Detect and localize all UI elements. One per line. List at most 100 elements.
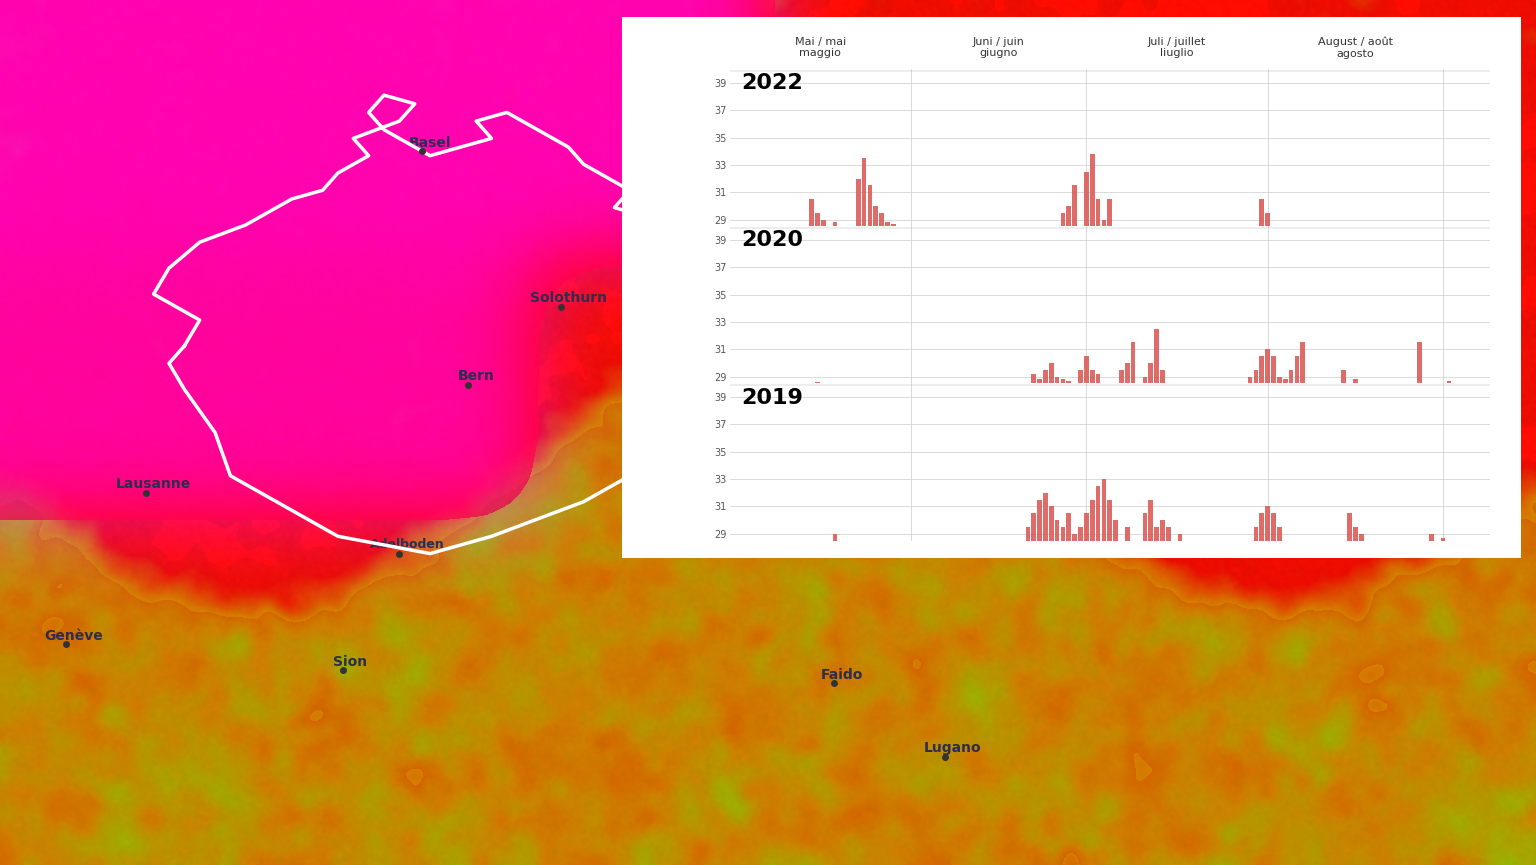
Bar bbox=[1061, 527, 1066, 541]
Bar bbox=[1124, 363, 1129, 383]
Bar bbox=[1124, 527, 1129, 541]
Text: August / août
agosto: August / août agosto bbox=[1318, 36, 1393, 59]
Bar bbox=[1072, 534, 1077, 541]
Bar bbox=[891, 224, 895, 227]
Bar bbox=[1107, 199, 1112, 227]
Bar bbox=[1091, 370, 1095, 383]
Bar bbox=[1120, 370, 1124, 383]
Bar bbox=[1049, 507, 1054, 541]
Bar bbox=[1130, 343, 1135, 383]
Bar bbox=[1101, 220, 1106, 227]
Bar bbox=[1037, 380, 1041, 383]
Bar bbox=[1084, 171, 1089, 227]
Bar bbox=[1253, 370, 1258, 383]
Bar bbox=[1260, 199, 1264, 227]
Bar bbox=[1095, 199, 1100, 227]
Bar bbox=[1114, 520, 1118, 541]
Text: Sion: Sion bbox=[333, 655, 367, 669]
Bar bbox=[1166, 527, 1170, 541]
Bar bbox=[833, 222, 837, 227]
Bar bbox=[1061, 213, 1066, 227]
Bar bbox=[1260, 356, 1264, 383]
Bar bbox=[1026, 527, 1031, 541]
Bar bbox=[1101, 479, 1106, 541]
Bar bbox=[1272, 356, 1276, 383]
Bar bbox=[1055, 520, 1060, 541]
Bar bbox=[816, 213, 820, 227]
Bar bbox=[1061, 380, 1066, 383]
Bar bbox=[874, 206, 879, 227]
Bar bbox=[1084, 513, 1089, 541]
Bar bbox=[1253, 527, 1258, 541]
Bar bbox=[1295, 356, 1299, 383]
Bar bbox=[1347, 513, 1352, 541]
Bar bbox=[1078, 527, 1083, 541]
Text: Bern: Bern bbox=[458, 369, 495, 383]
Bar bbox=[1418, 343, 1422, 383]
Bar bbox=[1247, 376, 1252, 383]
Bar bbox=[1149, 500, 1154, 541]
Bar bbox=[1043, 493, 1048, 541]
Bar bbox=[1154, 329, 1158, 383]
Text: 2022: 2022 bbox=[742, 74, 803, 93]
Bar bbox=[1107, 500, 1112, 541]
Bar bbox=[1301, 343, 1306, 383]
Text: St.Moritz: St.Moritz bbox=[1255, 529, 1326, 543]
Bar bbox=[1043, 370, 1048, 383]
Bar bbox=[1143, 376, 1147, 383]
Bar bbox=[885, 222, 889, 227]
Bar bbox=[1260, 513, 1264, 541]
Bar bbox=[1143, 513, 1147, 541]
Text: Genève: Genève bbox=[45, 629, 103, 643]
Text: Juni / juin
giugno: Juni / juin giugno bbox=[972, 37, 1025, 58]
Bar bbox=[1066, 513, 1071, 541]
Bar bbox=[1276, 376, 1281, 383]
Text: Faido: Faido bbox=[820, 668, 863, 682]
Bar bbox=[1353, 527, 1358, 541]
Bar bbox=[809, 199, 814, 227]
Text: Adelboden: Adelboden bbox=[370, 538, 444, 552]
Bar bbox=[1272, 513, 1276, 541]
Bar bbox=[1149, 363, 1154, 383]
Bar bbox=[1428, 534, 1433, 541]
Bar bbox=[1160, 370, 1164, 383]
Bar bbox=[820, 220, 825, 227]
Text: Juli / juillet
liuglio: Juli / juillet liuglio bbox=[1147, 37, 1206, 58]
Bar bbox=[1091, 500, 1095, 541]
Bar bbox=[1091, 154, 1095, 227]
Bar bbox=[1031, 513, 1037, 541]
Bar bbox=[879, 213, 885, 227]
Text: Solothurn: Solothurn bbox=[530, 292, 607, 305]
Bar bbox=[1289, 370, 1293, 383]
Bar bbox=[1078, 370, 1083, 383]
Bar bbox=[1066, 381, 1071, 383]
Bar bbox=[1084, 356, 1089, 383]
Text: 2019: 2019 bbox=[742, 388, 803, 407]
Bar bbox=[1359, 534, 1364, 541]
Bar bbox=[833, 534, 837, 541]
Bar bbox=[856, 178, 860, 227]
Bar bbox=[868, 185, 872, 227]
Bar bbox=[1160, 520, 1164, 541]
Bar bbox=[1095, 374, 1100, 383]
Text: Mai / mai
maggio: Mai / mai maggio bbox=[794, 37, 846, 58]
Bar bbox=[1154, 527, 1158, 541]
Bar bbox=[1049, 363, 1054, 383]
Bar bbox=[1266, 507, 1270, 541]
Bar bbox=[1066, 206, 1071, 227]
Bar bbox=[1178, 534, 1183, 541]
Bar bbox=[1266, 213, 1270, 227]
Bar bbox=[1353, 380, 1358, 383]
Text: Basel: Basel bbox=[409, 136, 452, 150]
Bar bbox=[1276, 527, 1281, 541]
Bar bbox=[1441, 538, 1445, 541]
Bar bbox=[816, 382, 820, 383]
Bar bbox=[1095, 486, 1100, 541]
Bar bbox=[1341, 370, 1346, 383]
Bar bbox=[1072, 185, 1077, 227]
Text: Schaffhausen: Schaffhausen bbox=[978, 21, 1064, 31]
Bar bbox=[1037, 500, 1041, 541]
Bar bbox=[1283, 380, 1287, 383]
Bar bbox=[862, 158, 866, 227]
Bar bbox=[1266, 349, 1270, 383]
